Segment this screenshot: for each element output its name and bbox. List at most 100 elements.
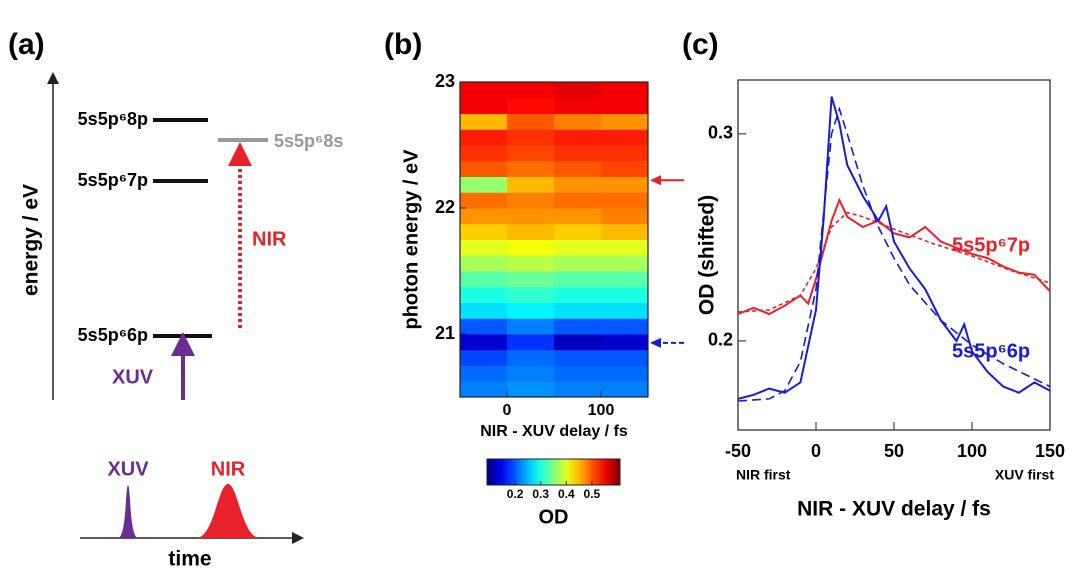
heat-cell [460, 208, 508, 225]
heat-cell [601, 223, 649, 240]
heat-cell [554, 160, 602, 177]
level-label: 5s5p⁶8s [274, 131, 343, 151]
heat-cell [601, 208, 649, 225]
y-axis-label: photon energy / eV [400, 149, 422, 330]
heat-cell [554, 381, 602, 398]
heat-cell [460, 318, 508, 335]
heat-cell [507, 97, 555, 114]
panel-label: (a) [8, 28, 45, 61]
heat-cell [554, 239, 602, 256]
heat-cell [601, 302, 649, 319]
x-tick-label: 0 [811, 441, 821, 461]
annotation: NIR first [736, 467, 791, 483]
heat-cell [554, 129, 602, 146]
heat-cell [460, 365, 508, 382]
heat-cell [601, 286, 649, 303]
y-tick-label: 21 [435, 323, 455, 343]
heat-cell [460, 160, 508, 177]
panel-label: (b) [384, 28, 422, 61]
heat-cell [554, 302, 602, 319]
series-label: 5s5p⁶7p [952, 234, 1030, 256]
heat-cell [460, 334, 508, 351]
heat-cell [554, 113, 602, 130]
heat-cell [460, 286, 508, 303]
colorbar-tick-label: 0.5 [584, 487, 601, 501]
heat-cell [460, 192, 508, 209]
nir-label: NIR [252, 228, 287, 250]
heat-cell [601, 113, 649, 130]
heat-cell [601, 271, 649, 288]
heat-cell [507, 113, 555, 130]
axis-label: energy / eV [20, 184, 43, 296]
heat-cell [554, 349, 602, 366]
xuv-label: XUV [112, 366, 154, 388]
x-axis-label: NIR - XUV delay / fs [480, 423, 628, 440]
marker-arrowhead [650, 175, 661, 186]
heat-cell [554, 192, 602, 209]
heat-cell [460, 223, 508, 240]
y-tick-label: 0.3 [708, 123, 733, 143]
heat-cell [507, 160, 555, 177]
x-tick-label: 150 [1035, 441, 1065, 461]
heat-cell [601, 192, 649, 209]
heat-cell [460, 145, 508, 162]
heat-cell [507, 365, 555, 382]
colorbar-label: OD [539, 506, 569, 528]
heat-cell [460, 255, 508, 272]
heat-cell [460, 129, 508, 146]
heat-cell [507, 176, 555, 193]
y-axis-label: OD (shifted) [696, 195, 719, 315]
heat-cell [507, 349, 555, 366]
heat-cell [507, 129, 555, 146]
colorbar [486, 458, 621, 486]
heat-cell [507, 302, 555, 319]
x-tick-label: 50 [884, 441, 904, 461]
heat-cell [601, 318, 649, 335]
heat-cell [601, 160, 649, 177]
pulse-label: NIR [211, 458, 246, 480]
annotation: XUV first [995, 467, 1054, 483]
heat-cell [507, 145, 555, 162]
level-label: 5s5p⁶6p [78, 325, 148, 345]
heat-cell [507, 192, 555, 209]
heat-cell [507, 381, 555, 398]
marker-arrowhead [650, 337, 661, 348]
x-tick-label: 100 [957, 441, 987, 461]
heat-cell [554, 255, 602, 272]
heat-cell [460, 97, 508, 114]
heat-cell [507, 82, 555, 99]
heat-cell [601, 349, 649, 366]
heat-cell [460, 302, 508, 319]
colorbar-tick-label: 0.2 [507, 487, 524, 501]
heat-cell [507, 334, 555, 351]
heat-cell [554, 208, 602, 225]
heat-cell [601, 176, 649, 193]
heat-cell [507, 208, 555, 225]
heat-cell [554, 97, 602, 114]
data-line [737, 96, 1051, 400]
y-tick-label: 23 [435, 71, 455, 91]
pulse-label: XUV [107, 458, 149, 480]
nir-pulse [196, 484, 260, 538]
x-tick-label: 100 [588, 402, 615, 419]
heat-cell [554, 223, 602, 240]
heat-cell [460, 381, 508, 398]
colorbar-tick-label: 0.3 [532, 487, 549, 501]
time-label: time [168, 548, 211, 571]
heat-cell [601, 334, 649, 351]
heat-cell [507, 239, 555, 256]
colorbar-tick-label: 0.4 [558, 487, 575, 501]
heat-cell [507, 255, 555, 272]
level-label: 5s5p⁶7p [78, 170, 148, 190]
heat-cell [460, 349, 508, 366]
heat-cell [601, 97, 649, 114]
heat-cell [554, 286, 602, 303]
heat-cell [460, 113, 508, 130]
heat-cell [507, 318, 555, 335]
plot-frame [459, 81, 649, 398]
heat-cell [601, 255, 649, 272]
heat-cell [601, 381, 649, 398]
heat-cell [601, 239, 649, 256]
heat-cell [554, 334, 602, 351]
